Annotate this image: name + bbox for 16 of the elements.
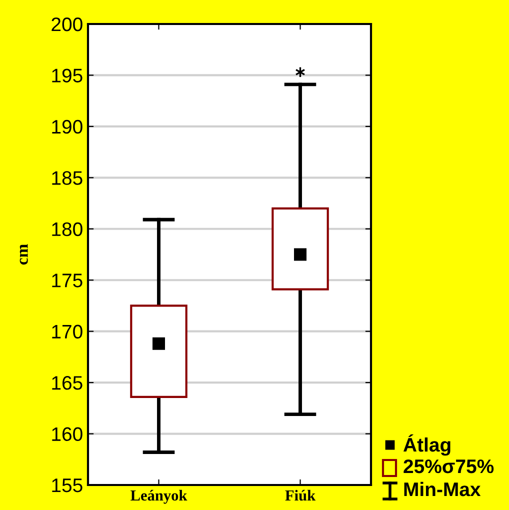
x-tick-label: Fiúk xyxy=(285,490,316,501)
y-tick-label: 190 xyxy=(52,120,82,134)
y-axis-title: cm xyxy=(20,244,28,265)
text: Min-Max xyxy=(404,482,481,496)
y-tick-label: 155 xyxy=(52,478,82,492)
text: 25%σ75% xyxy=(404,459,494,474)
y-tick-label: 180 xyxy=(52,222,82,236)
y-tick-label: 195 xyxy=(52,68,82,82)
y-tick-label: 170 xyxy=(52,324,82,339)
y-tick-label: 200 xyxy=(52,17,82,32)
y-tick-label: 160 xyxy=(52,427,82,442)
x-tick-label: Leányok xyxy=(130,490,188,504)
y-tick-label: 175 xyxy=(52,274,82,288)
y-tick-label: 185 xyxy=(52,171,82,185)
y-tick-label: 165 xyxy=(52,376,82,390)
text: Átlag xyxy=(403,434,450,456)
